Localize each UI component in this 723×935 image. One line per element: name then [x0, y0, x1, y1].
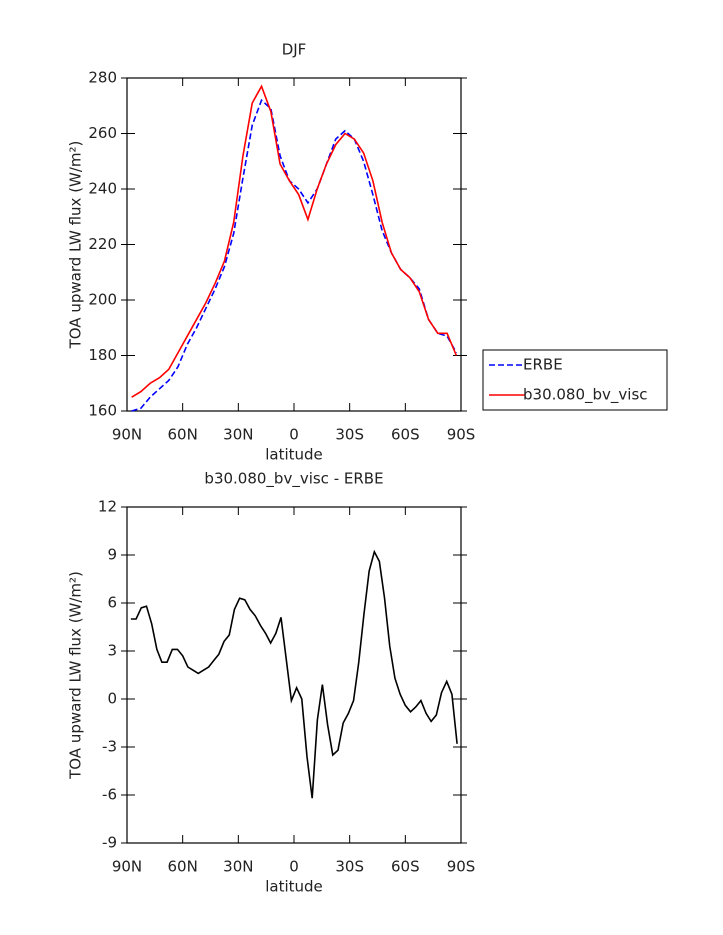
x-tick-label: 90S: [447, 858, 476, 876]
chart-title: b30.080_bv_visc - ERBE: [204, 470, 383, 489]
y-tick-label: 220: [88, 235, 117, 253]
plot-frame: [126, 77, 462, 412]
x-tick-label: 30S: [335, 426, 364, 444]
y-tick-label: 280: [88, 69, 117, 87]
y-tick-label: 240: [88, 180, 117, 198]
x-tick-label: 60S: [391, 858, 420, 876]
x-tick-label: 30N: [223, 858, 253, 876]
plot-frame: [126, 506, 462, 844]
y-tick-label: 180: [88, 346, 117, 364]
y-tick-label: 9: [107, 546, 117, 564]
legend-label: ERBE: [523, 356, 563, 374]
y-tick-label: 3: [107, 642, 117, 660]
y-tick-label: -3: [102, 738, 117, 756]
x-tick-label: 30N: [223, 426, 253, 444]
data-line: [131, 84, 458, 398]
legend-label: b30.080_bv_visc: [523, 386, 648, 405]
y-axis-label: TOA upward LW flux (W/m²): [67, 141, 85, 350]
x-axis-label: latitude: [265, 878, 323, 896]
legend-box: [482, 349, 668, 411]
x-tick-label: 90N: [112, 426, 142, 444]
data-line: [130, 549, 458, 799]
x-tick-label: 90S: [447, 426, 476, 444]
x-axis-label: latitude: [265, 446, 323, 464]
data-line: [131, 98, 458, 412]
x-tick-label: 30S: [335, 858, 364, 876]
y-tick-label: 6: [107, 594, 117, 612]
x-tick-label: 60N: [168, 858, 198, 876]
x-tick-label: 60N: [168, 426, 198, 444]
y-tick-label: 12: [98, 498, 117, 516]
x-tick-label: 0: [289, 426, 299, 444]
x-tick-label: 60S: [391, 426, 420, 444]
chart-title: DJF: [282, 41, 307, 59]
y-tick-label: 260: [88, 124, 117, 142]
x-tick-label: 90N: [112, 858, 142, 876]
y-tick-label: -6: [102, 786, 117, 804]
y-tick-label: -9: [102, 834, 117, 852]
y-tick-label: 160: [88, 402, 117, 420]
x-tick-label: 0: [289, 858, 299, 876]
y-axis-label: TOA upward LW flux (W/m²): [67, 571, 85, 780]
y-tick-label: 200: [88, 291, 117, 309]
y-tick-label: 0: [107, 690, 117, 708]
